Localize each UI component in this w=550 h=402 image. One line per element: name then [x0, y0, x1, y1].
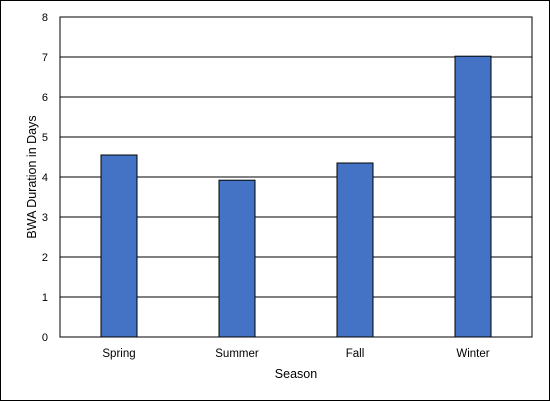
bar-spring [100, 154, 138, 338]
y-axis-ticks: 0 1 2 3 4 5 6 7 8 [42, 12, 48, 344]
x-tick-label-spring: Spring [102, 348, 135, 360]
plot-area-border [59, 16, 533, 338]
y-tick-label: 2 [42, 252, 48, 264]
x-tick-label-winter: Winter [456, 348, 489, 360]
y-tick-label: 4 [42, 172, 48, 184]
x-axis-title: Season [275, 367, 317, 381]
y-tick-label: 6 [42, 92, 48, 104]
x-axis-ticks: Spring Summer Fall Winter [102, 348, 489, 360]
y-tick-label: 8 [42, 12, 48, 24]
bar-summer [218, 179, 256, 338]
x-tick-label-fall: Fall [346, 348, 365, 360]
y-tick-label: 7 [42, 52, 48, 64]
y-tick-label: 1 [42, 292, 48, 304]
y-tick-label: 3 [42, 212, 48, 224]
y-tick-label: 0 [42, 332, 48, 344]
gridlines [60, 56, 532, 298]
x-tick-label-summer: Summer [215, 348, 259, 360]
y-axis-title: BWA Duration in Days [25, 115, 39, 238]
bar-fall [336, 162, 374, 338]
y-tick-label: 5 [42, 132, 48, 144]
bar-winter [454, 55, 492, 338]
bars [100, 55, 492, 338]
